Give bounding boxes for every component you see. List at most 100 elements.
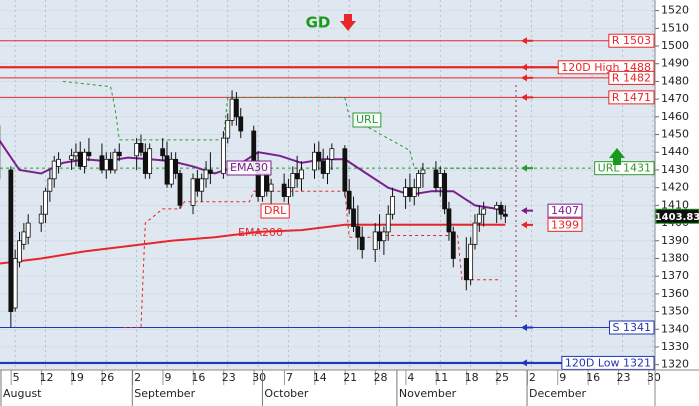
candle-body [69, 155, 74, 160]
candle-body [225, 119, 231, 139]
candle-body [468, 243, 474, 281]
level-label: R 1503 [612, 34, 651, 47]
x-tick-label: 25 [495, 371, 509, 384]
indicator-line [123, 190, 501, 328]
candle-body [142, 151, 148, 174]
y-tick-label: 1420 [661, 181, 689, 194]
y-tick-label: 1460 [661, 110, 689, 123]
y-tick-label: 1430 [661, 163, 689, 176]
level-label-box [609, 320, 655, 335]
candle-body [290, 173, 296, 189]
candle-body [381, 231, 387, 242]
axis-background [655, 0, 699, 406]
month-label: September [134, 387, 195, 400]
candle-body [442, 173, 448, 210]
candle-body [411, 187, 417, 197]
candle-body [51, 160, 57, 180]
candle-body [116, 151, 122, 157]
level-label-box [594, 161, 655, 176]
level-arrow [521, 324, 533, 332]
x-tick-label: 5 [13, 371, 20, 384]
level-arrow [521, 221, 533, 229]
candle-body [229, 98, 235, 121]
x-tick-label: 30 [252, 371, 266, 384]
annotation: DRL [264, 204, 287, 217]
candle-body [56, 158, 61, 167]
candle-body [264, 173, 270, 192]
x-tick-label: 9 [165, 371, 172, 384]
candle-body [108, 158, 114, 171]
marker-box [547, 203, 583, 218]
y-tick-label: 1380 [661, 251, 689, 264]
candle-body [234, 98, 239, 118]
candle-body [164, 155, 170, 185]
candle-body [481, 208, 487, 215]
level-label-box [561, 355, 655, 370]
y-tick-label: 1370 [661, 269, 689, 282]
candle-body [73, 151, 79, 157]
marker-box [547, 217, 583, 232]
level-arrow [521, 164, 533, 172]
x-tick-label: 28 [374, 371, 388, 384]
month-label: August [3, 387, 42, 400]
candle-body [372, 231, 378, 251]
up-arrow [609, 148, 625, 165]
level-label: URL 1431 [598, 162, 651, 175]
level-arrow [521, 207, 533, 215]
x-tick-label: 18 [465, 371, 479, 384]
candle-body [138, 142, 144, 153]
plot-background [0, 0, 655, 370]
candle-body [82, 151, 87, 167]
x-tick-label: 2 [134, 371, 141, 384]
y-tick-label: 1510 [661, 21, 689, 34]
annotation-box [352, 112, 382, 128]
candle-body [407, 187, 413, 197]
level-label-box [608, 90, 655, 105]
candle-body [8, 169, 14, 312]
candle-body [320, 160, 326, 174]
candle-body [463, 258, 469, 281]
level-label: R 1471 [612, 91, 651, 104]
level-arrow [521, 93, 533, 101]
candle-body [450, 231, 456, 259]
y-tick-label: 1350 [661, 305, 689, 318]
candle-body [134, 142, 140, 157]
candle-body [312, 151, 317, 171]
y-tick-label: 1390 [661, 234, 689, 247]
candle-body [377, 231, 382, 242]
candle-body [294, 173, 300, 180]
candle-body [346, 190, 352, 210]
grid [0, 0, 655, 370]
candle-body [268, 183, 274, 192]
annotations: EMA30 EMA200 URL DRL [226, 112, 382, 239]
annotation: URL [356, 113, 379, 126]
candle-body [207, 169, 213, 174]
x-tick-label: 16 [191, 371, 205, 384]
marker-label: 1399 [551, 218, 579, 231]
y-tick-label: 1490 [661, 57, 689, 70]
candle-body [329, 148, 335, 160]
candle-body [502, 213, 508, 217]
candle-body [260, 173, 265, 197]
level-arrow [521, 37, 533, 45]
month-label: November [399, 387, 457, 400]
level-arrow [521, 63, 533, 71]
candle-body [147, 148, 153, 174]
level-label-box [608, 70, 655, 85]
x-tick-label: 19 [70, 371, 84, 384]
candle-body [86, 151, 92, 157]
y-tick-label: 1470 [661, 92, 689, 105]
axis-background [0, 370, 655, 406]
y-tick-label: 1520 [661, 4, 689, 17]
candle-body [77, 151, 83, 167]
x-tick-label: 16 [586, 371, 600, 384]
candle-body [498, 204, 504, 215]
candle-body [281, 183, 287, 197]
y-tick-label: 1450 [661, 128, 689, 141]
down-arrow [340, 14, 356, 31]
candle-body [220, 137, 226, 174]
candles [0, 90, 508, 328]
candle-body [416, 173, 421, 189]
level-arrow [521, 74, 533, 82]
